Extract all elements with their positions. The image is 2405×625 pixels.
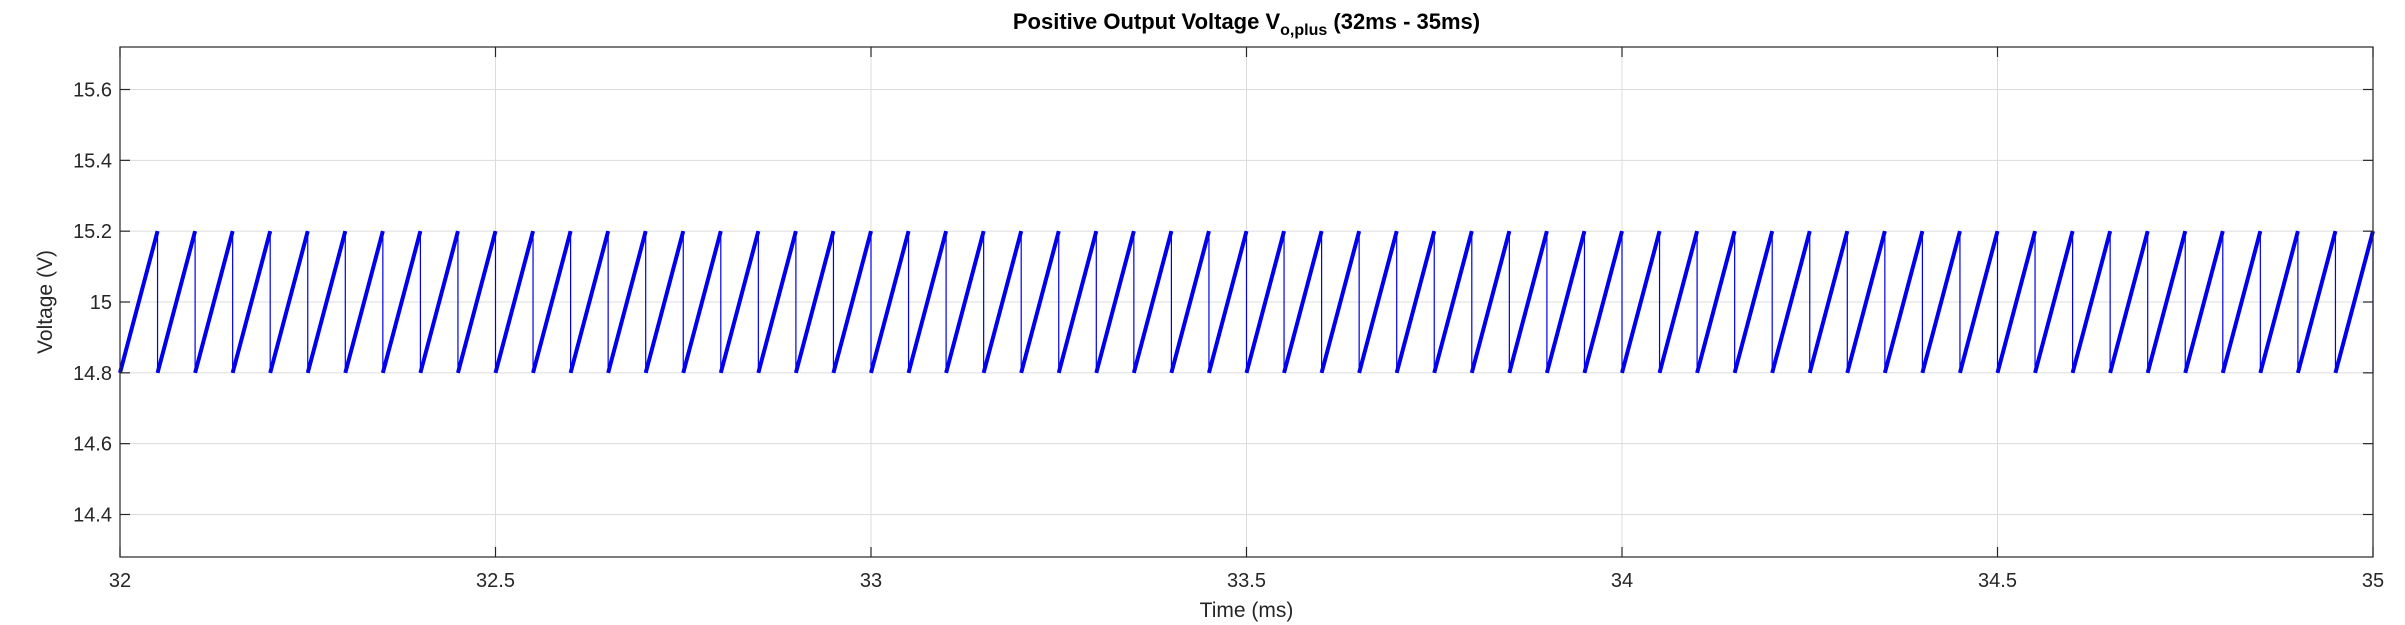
series-voltage [118,230,2375,374]
y-tick-label: 15.6 [73,80,112,102]
series-line [119,231,2374,373]
x-tick-label: 33 [860,570,882,592]
chart-title-subscript: o,plus [1280,22,1327,39]
x-tick-label: 35 [2362,570,2384,592]
chart-title: Positive Output Voltage Vo,plus (32ms - … [1013,9,1480,39]
y-tick-label: 15.2 [73,221,112,243]
x-tick-label: 34.5 [1978,570,2017,592]
x-axis-title: Time (ms) [1200,599,1294,622]
x-tick-label: 32.5 [476,570,515,592]
y-tick-label: 15 [90,292,112,314]
y-tick-label: 14.6 [73,434,112,456]
ticks: 32 32.5 33 33.5 34 34.5 35 14.4 14.6 14.8 15 15.2 15… [73,47,2384,592]
chart-title-prefix: Positive Output Voltage V [1013,9,1281,34]
y-tick-label: 14.8 [73,363,112,385]
x-tick-label: 32 [109,570,131,592]
x-tick-label: 34 [1611,570,1633,592]
chart-title-suffix: (32ms - 35ms) [1327,9,1480,34]
y-axis-title: Voltage (V) [34,250,57,354]
y-tick-label: 14.4 [73,505,112,527]
series-ramps [118,230,2375,374]
y-tick-label: 15.4 [73,150,112,172]
x-tick-label: 33.5 [1227,570,1266,592]
